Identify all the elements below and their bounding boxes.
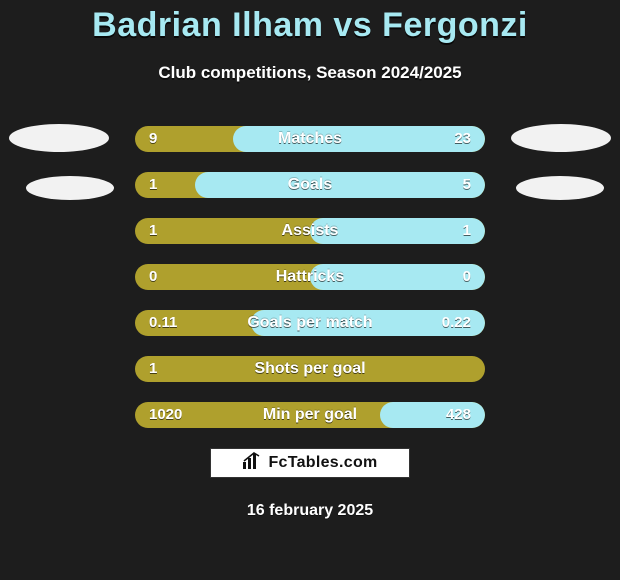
stat-left-value: 1020 [149,402,182,428]
stat-fill [195,172,485,198]
stat-fill [233,126,485,152]
bars-icon [242,452,262,475]
stat-left-value: 9 [149,126,157,152]
stat-left-value: 1 [149,218,157,244]
stat-row-goals-per-match: 0.11 Goals per match 0.22 [135,310,485,336]
date-text: 16 february 2025 [0,502,620,520]
stat-row-shots-per-goal: 1 Shots per goal [135,356,485,382]
stat-label: Shots per goal [135,356,485,382]
stat-fill [380,402,485,428]
placeholder-ellipse-top-right [511,124,611,152]
stats-card: Badrian Ilham vs Fergonzi Club competiti… [0,0,620,580]
stat-fill [310,264,485,290]
stat-row-goals: 1 Goals 5 [135,172,485,198]
fctables-link[interactable]: FcTables.com [210,448,410,478]
page-title: Badrian Ilham vs Fergonzi [0,6,620,45]
stat-fill [310,218,485,244]
stat-row-assists: 1 Assists 1 [135,218,485,244]
stat-fill [251,310,485,336]
stat-row-matches: 9 Matches 23 [135,126,485,152]
placeholder-ellipse-mid-left [26,176,114,200]
stat-left-value: 0.11 [149,310,177,336]
stat-left-value: 1 [149,356,157,382]
placeholder-ellipse-top-left [9,124,109,152]
stat-row-min-per-goal: 1020 Min per goal 428 [135,402,485,428]
stat-row-hattricks: 0 Hattricks 0 [135,264,485,290]
comparison-bars: 9 Matches 23 1 Goals 5 1 Assists 1 0 Hat… [135,126,485,448]
logo-text: FcTables.com [268,454,377,472]
stat-left-value: 1 [149,172,157,198]
subtitle: Club competitions, Season 2024/2025 [0,63,620,83]
placeholder-ellipse-mid-right [516,176,604,200]
stat-left-value: 0 [149,264,157,290]
